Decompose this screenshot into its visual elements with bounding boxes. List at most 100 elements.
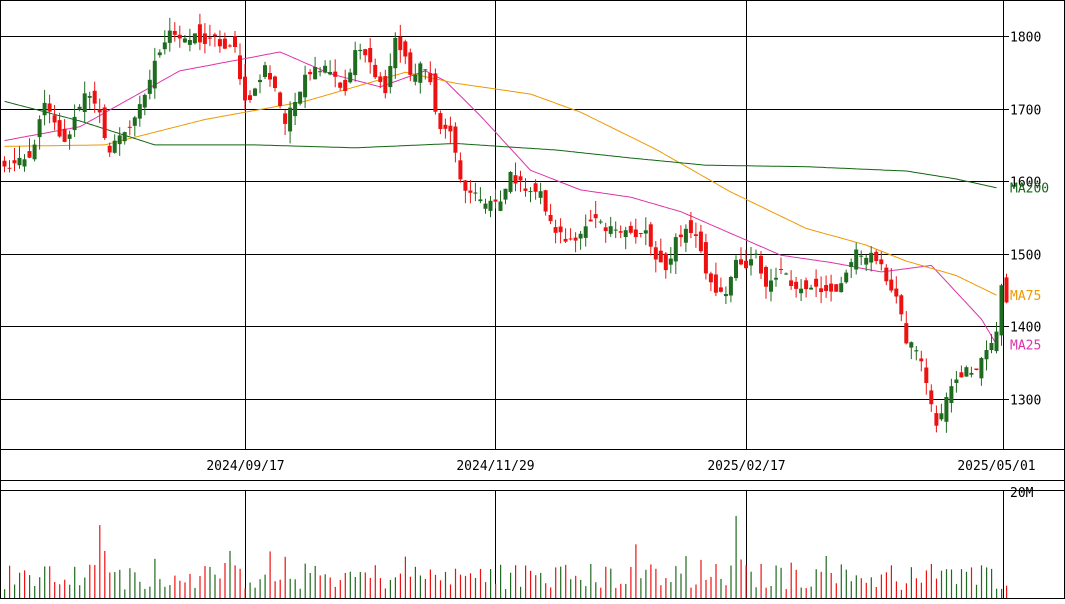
candle-body bbox=[202, 33, 207, 44]
volume-bar bbox=[765, 587, 767, 598]
candle-body bbox=[834, 284, 839, 292]
candle-body bbox=[92, 90, 97, 104]
volume-bar bbox=[820, 571, 822, 598]
volume-bar bbox=[885, 572, 887, 598]
volume-bar bbox=[399, 573, 401, 598]
candle-body bbox=[683, 228, 688, 243]
candle-body bbox=[278, 92, 283, 106]
volume-bar bbox=[34, 586, 36, 598]
volume-bar bbox=[795, 569, 797, 598]
candle-body bbox=[27, 151, 32, 158]
candle-body bbox=[924, 367, 929, 383]
volume-bar bbox=[174, 575, 176, 598]
volume-bar bbox=[615, 587, 617, 598]
candle-body bbox=[708, 273, 713, 283]
candle-body bbox=[879, 259, 884, 265]
volume-bar bbox=[309, 573, 311, 598]
candle-body bbox=[553, 227, 558, 233]
volume-bar bbox=[715, 564, 717, 598]
volume-bar bbox=[665, 578, 667, 598]
candle-body bbox=[17, 157, 22, 166]
candle-body bbox=[403, 41, 408, 57]
candle-body bbox=[824, 285, 829, 291]
volume-bar bbox=[660, 585, 662, 598]
volume-bar bbox=[915, 578, 917, 598]
candle-body bbox=[969, 372, 974, 375]
volume-bar bbox=[279, 579, 281, 598]
volume-bar bbox=[229, 550, 231, 598]
volume-bar bbox=[690, 587, 692, 598]
candle-body bbox=[458, 160, 463, 180]
volume-bar bbox=[830, 573, 832, 598]
candle-body bbox=[889, 279, 894, 291]
volume-bar bbox=[755, 587, 757, 598]
candle-body bbox=[473, 192, 478, 194]
price-tick-label: 1500 bbox=[1010, 249, 1041, 264]
volume-bar bbox=[319, 575, 321, 598]
volume-bar bbox=[650, 564, 652, 598]
volume-bar bbox=[224, 563, 226, 598]
volume-bar bbox=[299, 588, 301, 598]
volume-bar bbox=[179, 580, 181, 598]
candle-body bbox=[959, 372, 964, 378]
volume-bar bbox=[605, 566, 607, 598]
volume-bar bbox=[194, 587, 196, 598]
candle-body bbox=[658, 250, 663, 263]
candle-body bbox=[288, 107, 293, 132]
candle-body bbox=[448, 125, 453, 132]
volume-bar bbox=[39, 577, 41, 598]
candle-body bbox=[769, 280, 773, 292]
candle-body bbox=[303, 74, 308, 98]
candle-body bbox=[974, 368, 979, 370]
candle-body bbox=[177, 34, 182, 39]
price-tick-label: 1600 bbox=[1010, 176, 1041, 191]
volume-bar bbox=[855, 575, 857, 598]
candle-body bbox=[7, 167, 12, 169]
candle-body bbox=[157, 52, 162, 56]
candle-body bbox=[433, 73, 438, 112]
candle-body bbox=[934, 413, 939, 426]
candle-body bbox=[573, 237, 578, 241]
candle-body bbox=[703, 242, 708, 274]
volume-bar bbox=[459, 574, 462, 598]
volume-bar bbox=[965, 571, 968, 598]
volume-bar bbox=[991, 568, 993, 598]
label-layer: 1300 1400 1500 1600 1700 1800 2024/09/17 2024/1… bbox=[206, 31, 1049, 502]
candle-body bbox=[142, 94, 147, 108]
candle-body bbox=[318, 71, 323, 73]
ma-label-ma200: MA200 bbox=[1010, 182, 1049, 197]
candle-body bbox=[333, 71, 338, 77]
ma-label-ma25: MA25 bbox=[1010, 339, 1041, 354]
candle-body bbox=[67, 134, 72, 139]
volume-bar bbox=[565, 564, 567, 598]
volume-bar bbox=[74, 566, 76, 598]
volume-bar bbox=[369, 577, 371, 598]
candle-body bbox=[413, 74, 418, 82]
candle-body bbox=[779, 269, 783, 270]
volume-bar bbox=[474, 578, 477, 598]
candle-body bbox=[518, 176, 523, 181]
volume-bar bbox=[9, 565, 11, 598]
candle-body bbox=[147, 79, 152, 94]
candle-body bbox=[723, 294, 728, 297]
volume-bar bbox=[590, 563, 592, 598]
volume-bar bbox=[620, 583, 622, 598]
candle-body bbox=[578, 233, 583, 239]
candle-body bbox=[648, 224, 653, 247]
volume-bar bbox=[49, 566, 51, 598]
volume-bar bbox=[655, 568, 657, 598]
volume-bar bbox=[374, 565, 376, 598]
candle-body bbox=[839, 283, 844, 293]
volume-bar bbox=[44, 566, 46, 598]
volume-bar bbox=[449, 584, 452, 598]
candle-body bbox=[618, 231, 623, 233]
volume-bar bbox=[950, 569, 953, 598]
candle-body bbox=[207, 37, 212, 39]
volume-bar bbox=[505, 589, 507, 598]
volume-bar bbox=[805, 588, 807, 598]
candle-body bbox=[673, 237, 678, 262]
volume-bar bbox=[645, 569, 647, 598]
volume-bar bbox=[545, 583, 547, 598]
candle-body bbox=[914, 350, 919, 352]
volume-bar bbox=[635, 544, 637, 598]
